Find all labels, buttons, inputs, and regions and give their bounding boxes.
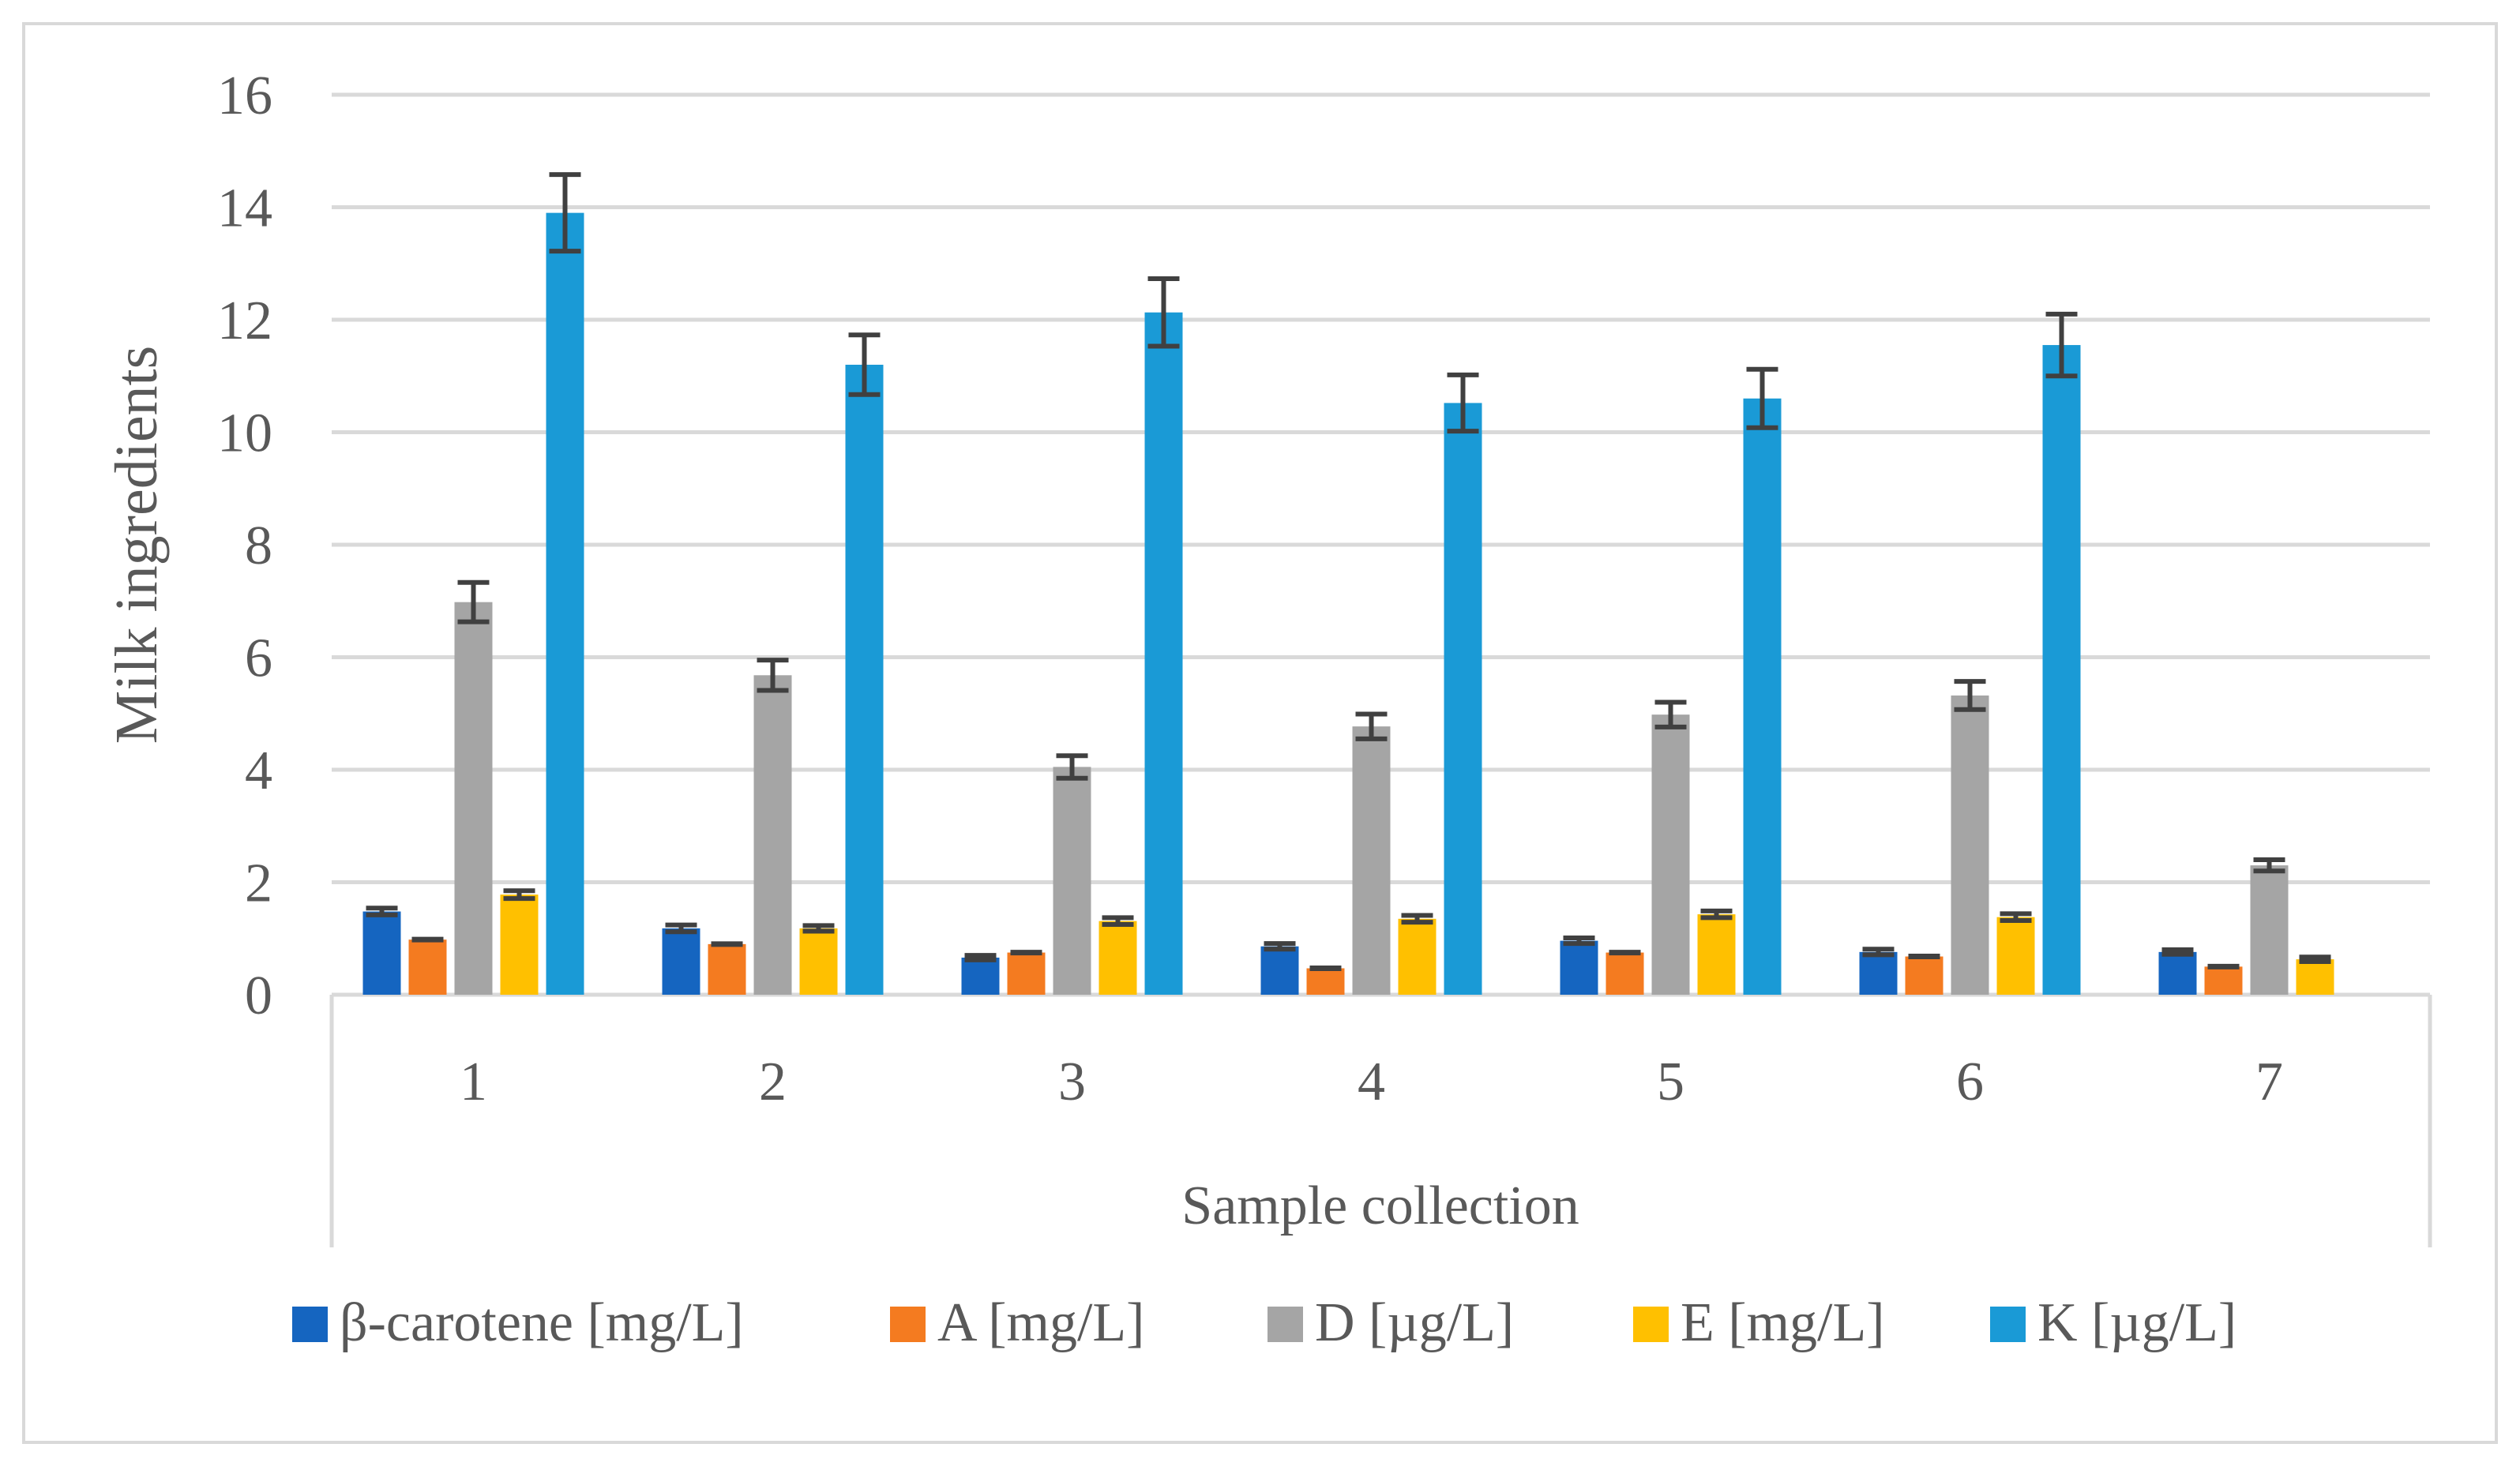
y-tick-label: 4: [245, 741, 272, 801]
legend-label: A [mg/L]: [937, 1292, 1144, 1353]
x-tick-label: 5: [1657, 1052, 1684, 1112]
bars: [362, 212, 2334, 995]
legend-swatch: [890, 1307, 926, 1342]
y-tick-label: 2: [245, 853, 272, 914]
y-axis-label: Milk ingredients: [103, 346, 170, 744]
legend-swatch: [1268, 1307, 1303, 1342]
x-axis-label: Sample collection: [1181, 1176, 1579, 1236]
bar: [1007, 952, 1046, 995]
legend-swatch: [1633, 1307, 1669, 1342]
legend-swatch: [292, 1307, 328, 1342]
bar: [1606, 952, 1644, 995]
bar: [1352, 726, 1391, 995]
bar: [845, 365, 884, 995]
bar: [2250, 865, 2289, 995]
bar: [362, 911, 401, 995]
bar: [799, 928, 838, 995]
bar: [1743, 398, 1782, 995]
legend-label: β-carotene [mg/L]: [340, 1292, 744, 1353]
legend-label: K [µg/L]: [2037, 1292, 2236, 1353]
bar: [1144, 312, 1183, 995]
bar: [1905, 956, 1944, 995]
y-tick-label: 10: [217, 403, 272, 464]
legend-swatch: [1990, 1307, 2026, 1342]
bar: [662, 928, 700, 995]
bar: [1260, 946, 1299, 995]
legend-label: D [µg/L]: [1315, 1292, 1514, 1353]
bar: [1697, 914, 1736, 995]
bar: [1306, 968, 1345, 995]
bar: [1651, 714, 1690, 995]
bar: [961, 957, 1000, 995]
y-tick-label: 6: [245, 628, 272, 689]
bar: [708, 943, 746, 995]
bar: [2158, 951, 2197, 995]
y-tick-label: 8: [245, 516, 272, 576]
x-tick-label: 7: [2255, 1052, 2283, 1112]
x-tick-label: 3: [1058, 1052, 1086, 1112]
y-tick-labels: 0 2 4 6 8 10 12 14 16: [217, 66, 272, 1026]
bar: [1444, 403, 1482, 995]
y-tick-label: 12: [217, 291, 272, 351]
x-tick-label: 2: [759, 1052, 787, 1112]
x-tick-labels: 1 2 3 4 5 6 7: [460, 1052, 2283, 1112]
bar: [1560, 940, 1598, 995]
bar: [2296, 959, 2334, 995]
bar: [753, 675, 792, 995]
x-tick-label: 4: [1358, 1052, 1385, 1112]
bar: [1859, 951, 1898, 995]
x-tick-label: 1: [460, 1052, 487, 1112]
bar: [2042, 345, 2081, 995]
y-tick-label: 0: [245, 966, 272, 1026]
bar: [1996, 917, 2035, 995]
x-tick-label: 6: [1956, 1052, 1984, 1112]
bar: [1099, 921, 1137, 995]
bar: [2204, 966, 2243, 995]
y-tick-label: 14: [217, 178, 272, 239]
bar: [454, 602, 493, 995]
bar: [500, 894, 539, 995]
bar: [546, 212, 584, 995]
legend: β-carotene [mg/L] A [mg/L] D [µg/L] E [mg/L…: [292, 1292, 2236, 1353]
outer-frame: [22, 22, 2498, 1444]
y-tick-label: 16: [217, 66, 272, 126]
legend-label: E [mg/L]: [1681, 1292, 1885, 1353]
error-bars: [366, 172, 2331, 972]
bar: [1951, 695, 1989, 995]
bar: [1398, 918, 1437, 995]
bar: [408, 939, 447, 995]
bar: [1053, 767, 1091, 995]
